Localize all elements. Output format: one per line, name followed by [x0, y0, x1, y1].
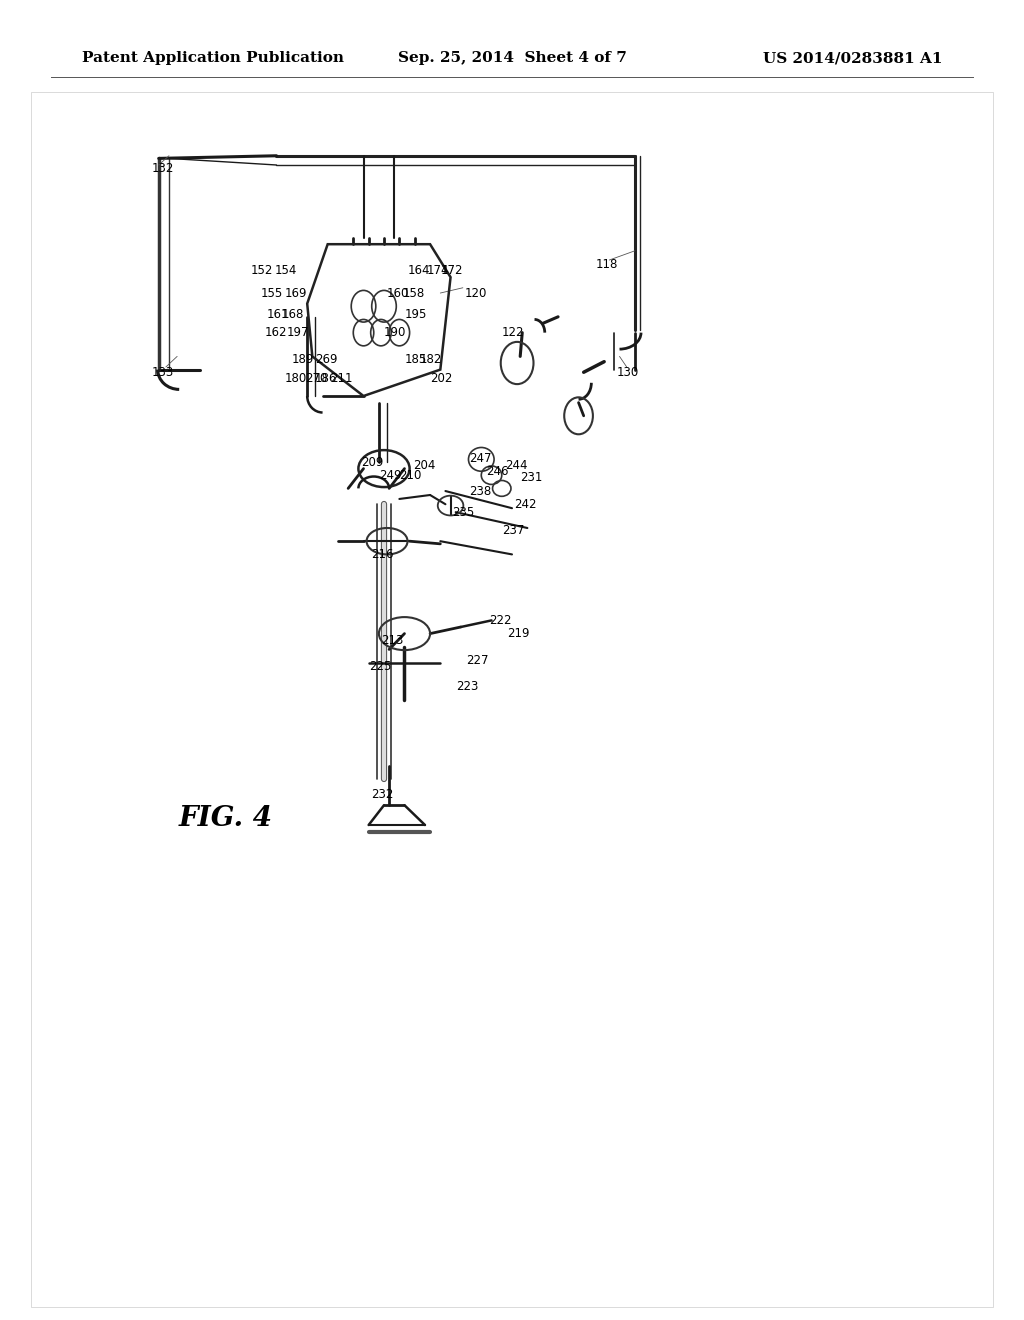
Text: 186: 186: [314, 372, 337, 385]
Text: 162: 162: [264, 326, 287, 339]
Text: 232: 232: [371, 788, 393, 801]
Text: 216: 216: [371, 548, 393, 561]
Text: 202: 202: [430, 372, 453, 385]
Text: 213: 213: [381, 634, 403, 647]
Text: US 2014/0283881 A1: US 2014/0283881 A1: [763, 51, 942, 65]
Text: 237: 237: [502, 524, 524, 537]
Text: 210: 210: [399, 469, 422, 482]
Text: 204: 204: [413, 459, 435, 473]
Text: 244: 244: [505, 459, 527, 473]
Text: 164: 164: [408, 264, 430, 277]
Text: 219: 219: [507, 627, 529, 640]
Text: 118: 118: [596, 257, 618, 271]
Text: 152: 152: [251, 264, 273, 277]
Text: 160: 160: [387, 286, 410, 300]
Text: 195: 195: [404, 308, 427, 321]
Text: 231: 231: [520, 471, 543, 484]
Text: 158: 158: [402, 286, 425, 300]
Text: 182: 182: [420, 352, 442, 366]
Text: 246: 246: [486, 465, 509, 478]
Text: 269: 269: [315, 352, 338, 366]
Text: 180: 180: [285, 372, 307, 385]
Text: 189: 189: [292, 352, 314, 366]
Text: 197: 197: [287, 326, 309, 339]
Text: 249: 249: [379, 469, 401, 482]
Text: 211: 211: [330, 372, 352, 385]
Text: Sep. 25, 2014  Sheet 4 of 7: Sep. 25, 2014 Sheet 4 of 7: [397, 51, 627, 65]
Text: 247: 247: [469, 451, 492, 465]
Text: 238: 238: [469, 484, 492, 498]
Text: 209: 209: [361, 455, 384, 469]
Text: 235: 235: [453, 506, 475, 519]
Text: 161: 161: [266, 308, 289, 321]
Text: 270: 270: [305, 372, 328, 385]
Text: 130: 130: [616, 366, 639, 379]
Text: 155: 155: [261, 286, 284, 300]
Text: 169: 169: [285, 286, 307, 300]
Text: 168: 168: [282, 308, 304, 321]
Text: Patent Application Publication: Patent Application Publication: [82, 51, 344, 65]
Text: 133: 133: [152, 366, 174, 379]
Text: FIG. 4: FIG. 4: [178, 805, 272, 832]
Text: 185: 185: [404, 352, 427, 366]
Text: 227: 227: [466, 653, 488, 667]
Text: 122: 122: [502, 326, 524, 339]
Text: 223: 223: [456, 680, 478, 693]
Text: 190: 190: [384, 326, 407, 339]
Text: 172: 172: [440, 264, 463, 277]
Text: 132: 132: [152, 162, 174, 176]
Text: 222: 222: [489, 614, 512, 627]
Text: 242: 242: [514, 498, 537, 511]
Text: 225: 225: [369, 660, 391, 673]
Text: 120: 120: [465, 286, 487, 300]
Text: 174: 174: [427, 264, 450, 277]
Text: 154: 154: [274, 264, 297, 277]
